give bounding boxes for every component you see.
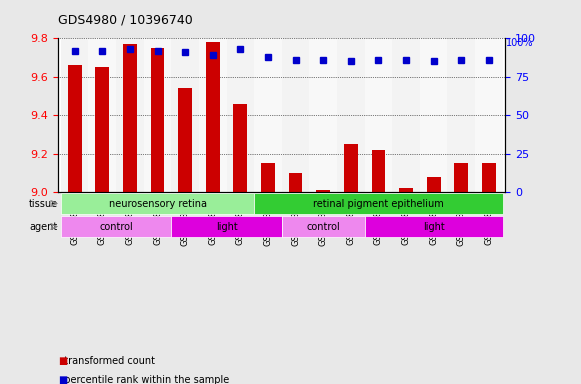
FancyBboxPatch shape [61, 216, 171, 237]
Bar [365, 38, 392, 192]
Bar [310, 38, 337, 192]
Bar [234, 104, 248, 192]
FancyBboxPatch shape [282, 216, 365, 237]
FancyBboxPatch shape [61, 193, 254, 214]
Text: control: control [99, 222, 133, 232]
Bar [289, 173, 303, 192]
Bar [95, 67, 109, 192]
Bar [475, 38, 503, 192]
Bar [61, 38, 88, 192]
Bar [199, 38, 227, 192]
Text: GDS4980 / 10396740: GDS4980 / 10396740 [58, 14, 193, 27]
FancyBboxPatch shape [254, 193, 503, 214]
Bar [88, 38, 116, 192]
Bar [178, 88, 192, 192]
Text: control: control [306, 222, 340, 232]
Bar [454, 163, 468, 192]
Bar [254, 38, 282, 192]
Text: tissue: tissue [29, 199, 58, 209]
Bar [206, 42, 220, 192]
Bar [150, 48, 164, 192]
Text: light: light [216, 222, 238, 232]
Bar [171, 38, 199, 192]
Bar [261, 163, 275, 192]
Text: 100%: 100% [505, 38, 533, 48]
Bar [227, 38, 254, 192]
Text: percentile rank within the sample: percentile rank within the sample [58, 375, 229, 384]
Bar [282, 38, 310, 192]
Bar [399, 188, 413, 192]
Text: neurosensory retina: neurosensory retina [109, 199, 206, 209]
Bar [427, 177, 440, 192]
Text: transformed count: transformed count [58, 356, 155, 366]
Bar [68, 65, 81, 192]
Bar [316, 190, 330, 192]
Text: light: light [423, 222, 444, 232]
Bar [420, 38, 447, 192]
Bar [123, 44, 137, 192]
FancyBboxPatch shape [171, 216, 282, 237]
Text: ■: ■ [58, 375, 67, 384]
Bar [447, 38, 475, 192]
Text: ■: ■ [58, 356, 67, 366]
Bar [482, 163, 496, 192]
Text: retinal pigment epithelium: retinal pigment epithelium [313, 199, 444, 209]
Bar [116, 38, 144, 192]
FancyBboxPatch shape [365, 216, 503, 237]
Bar [371, 150, 385, 192]
Bar [337, 38, 365, 192]
Bar [392, 38, 420, 192]
Bar [344, 144, 358, 192]
Text: agent: agent [30, 222, 58, 232]
Bar [144, 38, 171, 192]
